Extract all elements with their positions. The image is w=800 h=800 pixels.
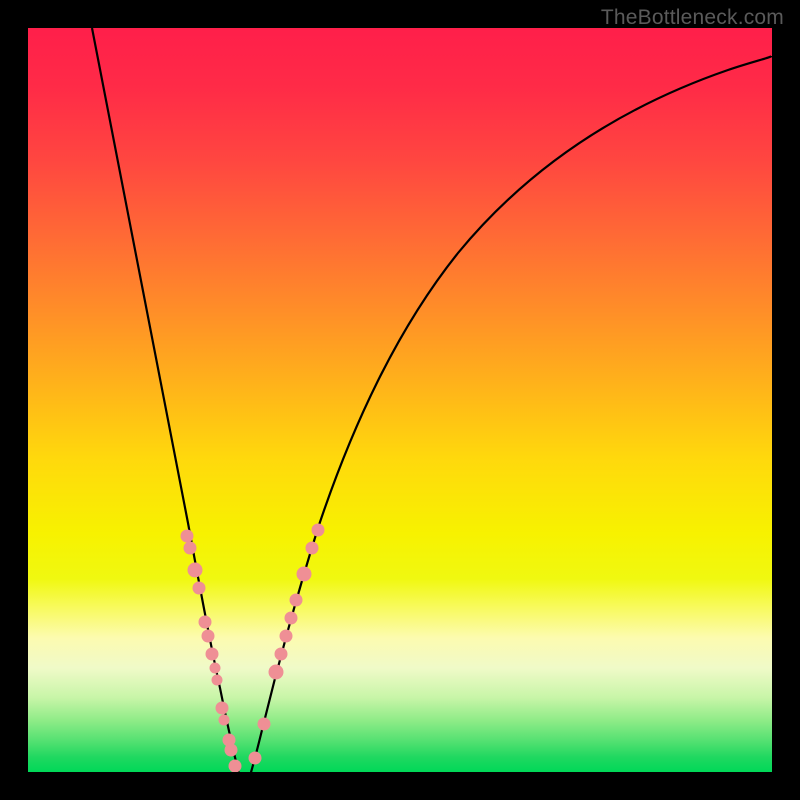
curve-marker <box>229 760 241 772</box>
curve-marker <box>219 715 229 725</box>
plot-area <box>28 28 772 772</box>
curve-marker <box>249 752 261 764</box>
curve-marker <box>184 542 196 554</box>
curve-marker <box>193 582 205 594</box>
curve-marker <box>280 630 292 642</box>
curve-marker <box>206 648 218 660</box>
curve-marker <box>275 648 287 660</box>
curve-marker <box>199 616 211 628</box>
curve-marker <box>202 630 214 642</box>
curve-marker <box>225 744 237 756</box>
curve-marker <box>212 675 222 685</box>
curve-marker <box>285 612 297 624</box>
curve-marker <box>181 530 193 542</box>
curve-marker <box>216 702 228 714</box>
bottleneck-curve <box>28 28 772 772</box>
curve-marker <box>306 542 318 554</box>
curve-markers <box>181 524 324 772</box>
curve-marker <box>290 594 302 606</box>
curve-marker <box>258 718 270 730</box>
watermark-text: TheBottleneck.com <box>601 6 784 30</box>
curve-marker <box>297 567 311 581</box>
curve-marker <box>210 663 220 673</box>
curve-marker <box>312 524 324 536</box>
chart-container: TheBottleneck.com <box>0 0 800 800</box>
curve-marker <box>188 563 202 577</box>
curve-marker <box>269 665 283 679</box>
